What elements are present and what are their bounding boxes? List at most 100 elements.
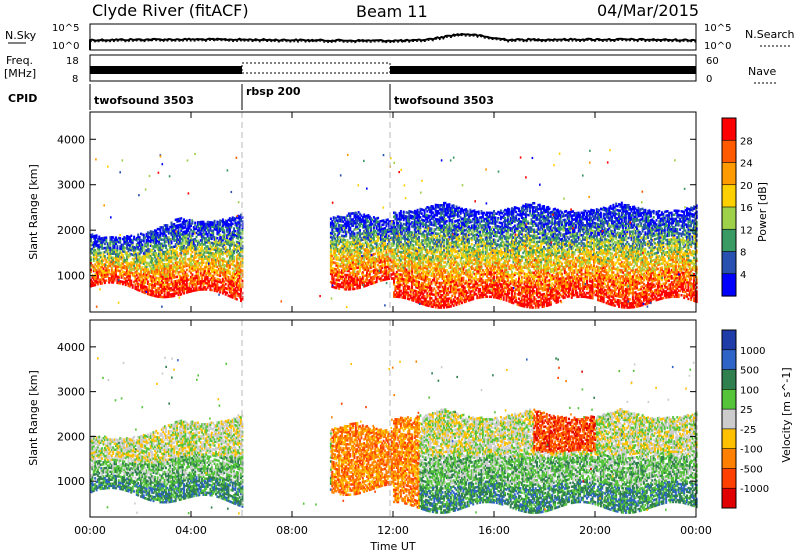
echo-cell (99, 237, 102, 240)
echo-cell (181, 269, 184, 273)
echo-cell (384, 257, 386, 261)
echo-cell (372, 236, 375, 240)
echo-cell (219, 235, 222, 239)
echo-cell (238, 252, 241, 255)
echo-cell (409, 275, 412, 279)
echo-cell (375, 243, 378, 247)
echo-cell (345, 259, 348, 262)
echo-cell (356, 233, 359, 237)
echo-cell (127, 274, 130, 277)
echo-cell (220, 258, 223, 262)
echo-cell (184, 258, 187, 262)
echo-cell (177, 273, 180, 276)
echo-cell (329, 221, 332, 225)
echo-cell (405, 211, 408, 214)
echo-cell (226, 269, 229, 272)
echo-cell (240, 299, 242, 303)
echo-cell (153, 284, 156, 287)
echo-cell (406, 234, 409, 237)
echo-cell (233, 284, 235, 287)
echo-cell (159, 273, 162, 276)
echo-cell (181, 282, 184, 285)
echo-cell (342, 265, 345, 268)
echo-cell (221, 281, 224, 285)
echo-cell (342, 279, 345, 283)
echo-cell (98, 270, 101, 273)
echo-cell (216, 220, 219, 224)
echo-cell (350, 240, 353, 244)
echo-cell (194, 289, 197, 292)
echo-cell (406, 225, 409, 229)
echo-cell (165, 265, 167, 268)
echo-cell (339, 224, 342, 227)
echo-cell (385, 259, 388, 263)
echo-cell (149, 291, 152, 295)
echo-cell (178, 242, 181, 245)
echo-cell (192, 226, 195, 229)
echo-cell (102, 279, 105, 283)
echo-cell (130, 253, 133, 256)
echo-cell (213, 287, 216, 290)
echo-cell (166, 277, 169, 280)
echo-cell (359, 245, 361, 248)
echo-cell (388, 277, 391, 280)
echo-cell (363, 213, 366, 216)
echo-cell (183, 245, 185, 248)
echo-cell (413, 275, 416, 278)
echo-cell (174, 267, 177, 271)
echo-cell (343, 243, 346, 246)
echo-cell (177, 281, 180, 284)
echo-cell (183, 226, 185, 230)
echo-cell (332, 234, 335, 238)
echo-cell (395, 236, 398, 239)
echo-cell (379, 230, 382, 233)
echo-cell (174, 280, 177, 283)
echo-cell (141, 282, 144, 285)
echo-cell (192, 281, 195, 284)
echo-cell (188, 265, 191, 269)
echo-cell (349, 275, 352, 279)
echo-cell (94, 240, 97, 244)
echo-cell (127, 266, 130, 269)
echo-cell (335, 256, 338, 259)
echo-cell (101, 259, 104, 263)
echo-cell (416, 241, 419, 244)
echo-cell (165, 267, 167, 270)
echo-cell (155, 288, 158, 292)
echo-cell (137, 258, 140, 261)
echo-cell (183, 218, 185, 221)
echo-cell (203, 241, 206, 244)
echo-cell (163, 271, 166, 274)
echo-cell (144, 269, 147, 272)
echo-cell (159, 275, 162, 278)
echo-cell (166, 295, 169, 299)
echo-cell (163, 224, 166, 227)
echo-cell (180, 229, 183, 232)
echo-cell (120, 276, 123, 279)
echo-cell (124, 277, 127, 280)
echo-cell (146, 235, 149, 238)
echo-cell (90, 237, 92, 241)
echo-cell (152, 269, 155, 273)
echo-cell (188, 245, 191, 248)
echo-cell (158, 258, 160, 262)
echo-cell (226, 236, 229, 239)
echo-cell (202, 226, 205, 230)
echo-cell (398, 220, 401, 223)
echo-cell (194, 223, 197, 227)
echo-cell (363, 223, 366, 227)
echo-cell (173, 263, 176, 267)
echo-cell (171, 235, 174, 239)
echo-cell (205, 224, 208, 228)
echo-cell (386, 275, 389, 279)
echo-cell (205, 261, 208, 265)
echo-cell (401, 267, 404, 271)
echo-cell (221, 220, 224, 223)
echo-cell (167, 228, 170, 231)
echo-cell (382, 231, 385, 234)
echo-cell (170, 225, 173, 229)
echo-cell (115, 267, 117, 270)
echo-cell (366, 245, 368, 248)
echo-cell (228, 231, 231, 235)
echo-cell (386, 243, 389, 246)
